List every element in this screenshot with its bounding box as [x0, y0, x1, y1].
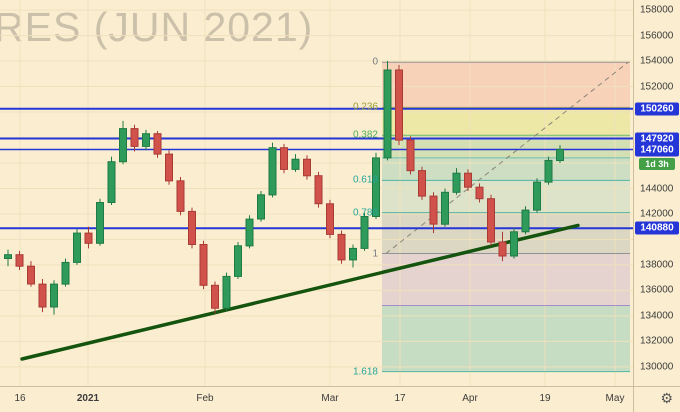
candle-body — [280, 147, 288, 170]
candle-body — [119, 128, 127, 163]
candle-body — [257, 194, 265, 220]
time-tick-label: May — [605, 393, 625, 404]
price-line-badge[interactable]: 147920 — [635, 132, 679, 145]
candle-body — [245, 218, 254, 247]
candle-body — [176, 180, 185, 212]
price-tick-label: 138000 — [640, 259, 674, 271]
price-tick-label: 134000 — [640, 310, 674, 322]
gear-icon[interactable]: ⚙ — [660, 390, 673, 406]
candle-body — [406, 139, 415, 172]
candle-body — [452, 172, 461, 193]
candle-body — [153, 133, 162, 155]
price-tick-label: 156000 — [640, 30, 674, 42]
price-line-badge[interactable]: 150260 — [635, 102, 679, 116]
candle-body — [211, 284, 219, 309]
fib-band — [382, 157, 630, 181]
candle-body — [475, 186, 484, 200]
time-tick-label: Apr — [462, 393, 478, 404]
candle-body — [4, 254, 12, 259]
candle-body — [521, 209, 530, 233]
candle-body — [544, 159, 553, 183]
trend-line[interactable] — [20, 223, 580, 361]
symbol-watermark: RES (JUN 2021) — [0, 4, 314, 50]
candle-body — [38, 283, 47, 308]
price-tick-label: 154000 — [640, 55, 674, 67]
candle-body — [222, 275, 231, 309]
time-tick-label: 19 — [539, 393, 551, 404]
time-tick-label: 16 — [14, 393, 26, 404]
candle-body — [337, 233, 346, 261]
candle-body — [61, 261, 70, 285]
candle-body — [142, 133, 150, 147]
chart-pane[interactable]: RES (JUN 2021) 0 0.236 0.382 0.618 0.786 1 1.6… — [0, 0, 633, 386]
candle-body — [326, 203, 334, 235]
candle-body — [234, 245, 242, 277]
candle-body — [188, 210, 196, 245]
candle-body — [268, 147, 277, 196]
plot-svg — [0, 0, 633, 386]
candle-body — [96, 202, 104, 244]
price-line-badge[interactable]: 140880 — [635, 221, 679, 235]
axis-corner: ⚙ — [633, 386, 680, 412]
price-tick-label: 152000 — [640, 81, 674, 92]
candle-body — [291, 158, 300, 170]
candle-body — [84, 232, 93, 244]
candle-body — [510, 231, 518, 257]
fib-band — [382, 305, 630, 372]
candle-body — [498, 241, 507, 257]
time-tick-label: 2021 — [76, 393, 100, 404]
candle-body — [418, 170, 426, 197]
price-tick-label: 142000 — [640, 208, 674, 220]
price-tick-label: 136000 — [640, 284, 674, 296]
candle-body — [429, 195, 438, 225]
price-axis[interactable]: 158000 156000 154000 152000 144000 142000 1380… — [633, 0, 680, 386]
candle-body — [199, 244, 208, 286]
candle-body — [349, 247, 357, 261]
candle-body — [15, 254, 24, 267]
price-tick-label: 158000 — [640, 4, 674, 16]
candle-body — [50, 283, 58, 308]
time-tick-label: Feb — [196, 393, 214, 404]
candle-body — [360, 216, 369, 249]
candle-body — [441, 191, 449, 225]
time-tick-label: Mar — [321, 393, 339, 404]
candle-body — [383, 69, 392, 159]
candle-body — [464, 172, 472, 188]
candle-body — [533, 181, 541, 211]
time-tick-label: 17 — [394, 393, 406, 404]
fib-band — [382, 135, 630, 158]
fib-trendline[interactable] — [385, 61, 629, 254]
candle-body — [130, 128, 139, 147]
candle-body — [372, 157, 380, 217]
fib-band — [382, 253, 630, 306]
price-tick-label: 144000 — [640, 183, 674, 194]
candle-body — [165, 153, 173, 182]
candle-body — [73, 232, 81, 263]
candle-body — [107, 161, 116, 203]
candle-body — [314, 175, 323, 205]
time-axis[interactable]: 16 2021 Feb Mar 17 Apr 19 May — [0, 386, 633, 412]
candle-body — [556, 149, 564, 161]
price-line-badge[interactable]: 147060 — [635, 143, 679, 156]
fib-band — [382, 62, 630, 108]
price-tick-label: 132000 — [640, 335, 674, 347]
candle-body — [303, 158, 311, 177]
candle-body — [395, 69, 403, 141]
candle-body — [487, 198, 495, 243]
price-tick-label: 130000 — [640, 361, 674, 373]
candle-body — [27, 265, 35, 285]
bar-countdown-badge: 1d 3h — [639, 157, 675, 170]
